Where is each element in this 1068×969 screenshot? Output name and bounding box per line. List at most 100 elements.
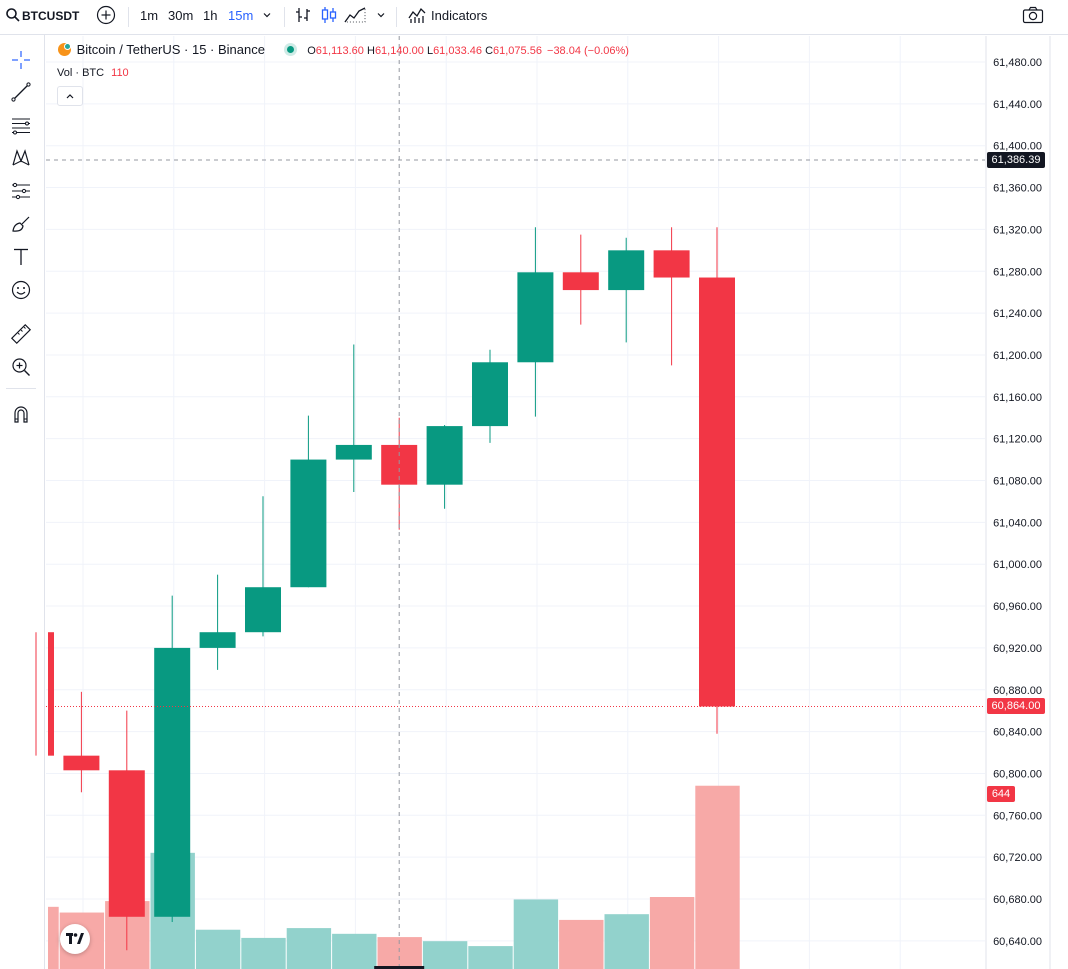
price-tick-label: 60,920.00 (993, 643, 1042, 655)
candle-body (154, 647, 191, 917)
price-axis: 61,480.00 61,440.00 61,400.00 61,360.00 61,3… (993, 57, 1042, 948)
text-tool-icon[interactable] (8, 244, 34, 270)
volume-bar (195, 929, 241, 969)
magnet-icon[interactable] (8, 401, 34, 427)
market-status-dot-icon (286, 46, 294, 53)
volume-legend: Vol · BTC 110 (57, 67, 129, 79)
pattern-xabcd-icon[interactable] (8, 145, 34, 171)
interval-30m-button[interactable]: 30m (168, 8, 194, 23)
brush-icon[interactable] (8, 211, 34, 237)
candle-body (562, 272, 599, 291)
compare-add-icon[interactable] (96, 0, 116, 34)
price-tick-label: 60,640.00 (993, 936, 1042, 948)
candle-body (290, 459, 327, 588)
symbol-title[interactable]: Bitcoin / TetherUS · 15 · Binance (76, 42, 265, 57)
fib-retracement-icon[interactable] (8, 113, 34, 139)
candle-body (108, 770, 145, 917)
interval-1m-button[interactable]: 1m (140, 8, 159, 23)
bitcoin-logo-icon (58, 43, 71, 56)
price-tick-label: 60,880.00 (993, 685, 1042, 697)
candle-body (199, 632, 236, 648)
candle-body (517, 272, 554, 363)
volume-label: Vol · BTC (57, 67, 105, 79)
volume-bar (468, 946, 513, 969)
area-chart-type-icon[interactable] (344, 0, 366, 34)
candle-body (608, 250, 645, 291)
chart-legend: Bitcoin / TetherUS · 15 · Binance O61,11… (58, 42, 629, 57)
zoom-in-icon[interactable] (8, 354, 34, 380)
emoji-smiley-icon[interactable] (8, 277, 34, 303)
price-tick-label: 60,720.00 (993, 852, 1042, 864)
indicators-icon[interactable] (408, 0, 426, 34)
interval-1h-button[interactable]: 1h (203, 8, 218, 23)
ruler-measure-icon[interactable] (8, 321, 34, 347)
price-tick-label: 61,120.00 (993, 434, 1042, 446)
price-tick-label: 61,040.00 (993, 517, 1042, 529)
top-toolbar: BTCUSDT 1m 30m 1h 15m Indicators (0, 0, 1068, 35)
open-value: 61,113.60 (315, 45, 364, 57)
search-icon[interactable] (6, 0, 20, 34)
candlesticks (35, 227, 735, 951)
price-tick-label: 61,240.00 (993, 308, 1042, 320)
price-tick-label: 61,200.00 (993, 350, 1042, 362)
trend-line-icon[interactable] (8, 79, 34, 105)
candle-body (426, 426, 463, 485)
volume-value: 110 (111, 67, 129, 79)
volume-bar (604, 914, 649, 969)
price-tick-label: 61,280.00 (993, 266, 1042, 278)
price-tick-label: 61,080.00 (993, 476, 1042, 488)
open-label: O (307, 45, 316, 57)
last-volume-label: 644 (987, 785, 1015, 802)
volume-bars (48, 785, 740, 969)
price-tick-label: 60,800.00 (993, 768, 1042, 780)
candles-chart-type-icon[interactable] (320, 0, 338, 34)
price-tick-label: 60,960.00 (993, 601, 1042, 613)
last-price-label: 60,864.00 (987, 698, 1045, 715)
candle-body (335, 444, 372, 460)
candle-body (699, 277, 735, 707)
indicators-button[interactable]: Indicators (431, 8, 488, 23)
price-tick-label: 61,400.00 (993, 141, 1042, 153)
price-tick-label: 60,840.00 (993, 727, 1042, 739)
volume-bar (649, 897, 695, 969)
change-value: −38.04 (−0.06%) (547, 45, 629, 57)
price-tick-label: 61,160.00 (993, 392, 1042, 404)
candle-body (245, 587, 281, 633)
volume-bar (241, 937, 286, 969)
high-label: H (366, 45, 375, 57)
close-label: C (485, 45, 494, 57)
collapse-legend-button[interactable] (57, 86, 83, 106)
candle-body (63, 755, 100, 771)
volume-bar (422, 941, 468, 969)
volume-bar (695, 785, 740, 969)
chevron-up-icon (66, 94, 74, 99)
chart-type-chevron-down-icon[interactable] (376, 0, 386, 34)
close-value: 61,075.56 (493, 45, 542, 57)
camera-snapshot-icon[interactable] (1022, 0, 1044, 34)
bar-chart-type-icon[interactable] (294, 0, 312, 34)
crosshair-icon[interactable] (8, 47, 34, 73)
forecast-projection-icon[interactable] (8, 178, 34, 204)
tv-logo-icon (66, 933, 84, 944)
price-tick-label: 61,480.00 (993, 57, 1042, 69)
interval-15m-button[interactable]: 15m (228, 8, 254, 23)
volume-bar (48, 906, 59, 969)
price-tick-label: 61,360.00 (993, 183, 1042, 195)
candle-body (653, 250, 690, 278)
crosshair-time-marker (374, 966, 425, 969)
price-tick-label: 61,000.00 (993, 559, 1042, 571)
price-tick-label: 61,320.00 (993, 224, 1042, 236)
tradingview-logo[interactable] (60, 924, 90, 954)
volume-bar (559, 919, 604, 969)
symbol-search-button[interactable]: BTCUSDT (22, 9, 80, 23)
low-label: L (426, 45, 434, 57)
candle-body (472, 362, 508, 427)
candle-body (48, 632, 54, 756)
price-tick-label: 60,680.00 (993, 894, 1042, 906)
intervals-dropdown-chevron-down-icon[interactable] (262, 0, 272, 34)
low-value: 61,033.46 (433, 45, 482, 57)
volume-bar (286, 928, 332, 969)
crosshair-price-label: 61,386.39 (987, 151, 1045, 168)
price-tick-label: 60,760.00 (993, 810, 1042, 822)
